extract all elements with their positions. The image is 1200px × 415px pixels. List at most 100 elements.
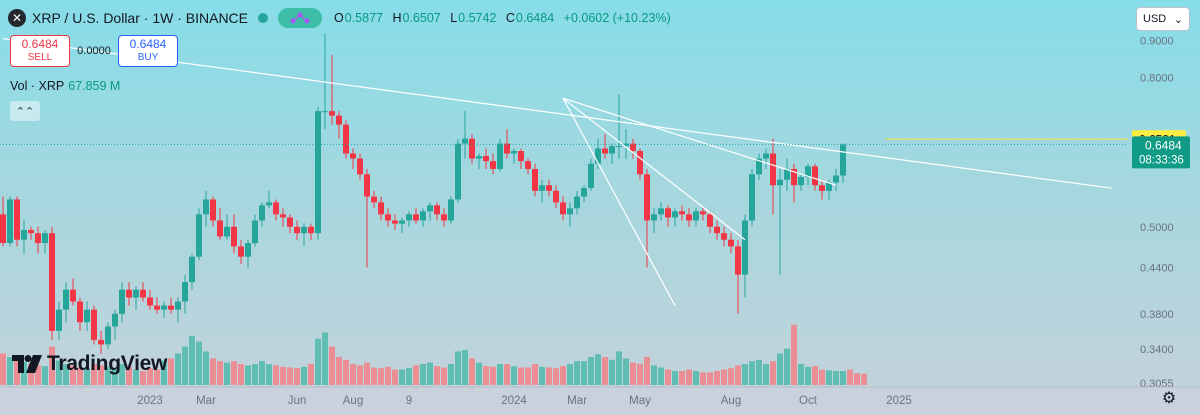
chevron-down-icon: ⌄ (1173, 13, 1183, 26)
volume-bar (308, 364, 314, 385)
volume-bar (721, 369, 727, 385)
candle-body (189, 256, 195, 283)
candle-body (623, 143, 629, 147)
logo-text: TradingView (47, 352, 168, 375)
candle-body (21, 229, 27, 240)
volume-bar (819, 369, 825, 385)
candle (714, 220, 720, 240)
candle-body (588, 163, 594, 189)
trendline[interactable] (562, 97, 676, 306)
candle (455, 138, 461, 203)
market-status-dot-icon[interactable] (258, 13, 269, 23)
volume-bar (812, 366, 818, 385)
volume-bar (63, 364, 69, 385)
candle (742, 214, 748, 298)
candle (21, 220, 27, 254)
buy-button[interactable]: 0.6484 BUY (118, 35, 178, 67)
candle-body (308, 226, 314, 234)
high-value: 0.6507 (402, 11, 441, 25)
sell-button[interactable]: 0.6484 SELL (10, 35, 70, 67)
trendline[interactable] (562, 97, 746, 241)
volume-bar (35, 365, 41, 385)
volume-bar (70, 365, 76, 385)
low-value: 0.5742 (458, 11, 497, 25)
candle (441, 208, 447, 227)
price-tick-label: 0.4400 (1140, 262, 1174, 274)
candle (427, 202, 433, 221)
candle-body (399, 220, 405, 224)
volume-bar (581, 361, 587, 385)
volume-bar (805, 366, 811, 385)
candle-body (490, 161, 496, 169)
candle-body (105, 326, 111, 345)
candles (0, 33, 846, 354)
candle (287, 214, 293, 234)
volume-bar (420, 364, 426, 385)
candle-body (175, 301, 181, 310)
volume-bar (301, 366, 307, 385)
candle-body (518, 150, 524, 162)
trendline[interactable] (562, 97, 837, 186)
volume-bar (462, 350, 468, 385)
volume-legend[interactable]: Vol · XRP 67.859 M (10, 79, 120, 93)
candle (28, 226, 34, 240)
tradingview-logo[interactable]: TradingView (12, 352, 167, 376)
candle-body (833, 175, 839, 183)
volume-bar (126, 366, 132, 385)
time-tick-label: 2023 (137, 395, 163, 407)
volume-bar (777, 353, 783, 385)
candle-body (0, 214, 6, 244)
candle-body (301, 226, 307, 234)
indicator-pill[interactable] (278, 8, 323, 28)
candle-body (511, 150, 517, 154)
candle-body (434, 205, 440, 215)
collapse-legend-button[interactable]: ⌃⌃ (10, 101, 40, 121)
candle-body (84, 309, 90, 323)
volume-bar (413, 365, 419, 385)
candle-body (805, 166, 811, 177)
price-axis[interactable]: 0.90000.80000.50000.44000.38000.34000.30… (1140, 35, 1174, 390)
volume-bar (833, 371, 839, 385)
candle-body (707, 214, 713, 227)
trendline-extension[interactable] (835, 150, 1113, 189)
candle-body (840, 144, 846, 176)
candle-body (812, 166, 818, 186)
candle-body (14, 199, 20, 240)
candle-body (322, 111, 328, 113)
symbol-title[interactable]: XRP / U.S. Dollar · 1W · BINANCE (32, 10, 249, 26)
candle-body (735, 246, 741, 275)
candle-body (280, 214, 286, 218)
time-tick-label: Aug (343, 395, 363, 407)
time-axis[interactable]: 2023 Mar Jun Aug 9 2024 Mar May Aug Oct 2025 (0, 386, 1200, 415)
candle (49, 226, 55, 340)
candle-body (637, 150, 643, 175)
candle-body (196, 214, 202, 257)
candle (182, 274, 188, 314)
candle-body (259, 205, 265, 221)
volume-bar (679, 371, 685, 385)
close-label: C (505, 11, 515, 25)
volume-bar (91, 364, 97, 385)
candle-body (210, 199, 216, 221)
time-axis-bg (0, 387, 1200, 415)
volume-bar (539, 366, 545, 385)
trendlines (2, 38, 1113, 306)
volume-bar (448, 364, 454, 385)
candle-body (140, 289, 146, 298)
candle (378, 196, 384, 221)
currency-selector[interactable]: USD ⌄ (1136, 7, 1190, 31)
candle-body (742, 220, 748, 275)
gear-icon[interactable]: ⚙ (1161, 390, 1177, 407)
volume-bar (294, 368, 300, 385)
candle (273, 199, 279, 221)
candle (91, 305, 97, 345)
volume-bar (56, 360, 62, 385)
volume-bar (280, 366, 286, 385)
volume-bar (511, 366, 517, 385)
candle (266, 190, 272, 209)
volume-bar (273, 365, 279, 385)
candle (511, 148, 517, 164)
volume-bar (847, 369, 853, 385)
